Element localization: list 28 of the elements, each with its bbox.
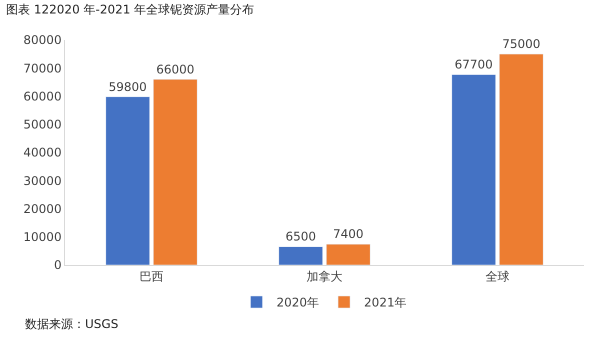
- data-label: 6500: [285, 230, 316, 244]
- data-label: 7400: [333, 227, 364, 242]
- bar: [106, 96, 150, 265]
- data-label: 66000: [156, 62, 194, 76]
- y-tick-label: 30000: [23, 174, 62, 188]
- y-tick-label: 70000: [23, 61, 62, 76]
- bar: [499, 54, 544, 265]
- data-label: 67700: [454, 58, 493, 72]
- y-tick-label: 60000: [23, 89, 62, 104]
- y-tick-label: 10000: [23, 230, 62, 244]
- bar: [452, 74, 496, 265]
- x-tick-label: 加拿大: [306, 269, 342, 284]
- y-tick-label: 50000: [23, 118, 62, 132]
- legend-label: 2020年: [276, 296, 320, 310]
- bar: [278, 246, 323, 265]
- y-tick-label: 40000: [23, 146, 62, 160]
- x-tick-label: 全球: [486, 269, 510, 284]
- bar: [153, 79, 198, 265]
- data-label: 59800: [108, 80, 147, 94]
- x-tick-label: 巴西: [140, 269, 164, 284]
- y-tick-label: 80000: [23, 33, 62, 48]
- y-tick-label: 20000: [23, 202, 62, 216]
- bar: [326, 244, 370, 265]
- y-tick-label: 0: [54, 258, 62, 272]
- data-label: 75000: [502, 37, 540, 52]
- legend-label: 2021年: [364, 296, 407, 310]
- source-note: 数据来源：USGS: [25, 317, 118, 331]
- chart-title: 图表 122020 年-2021 年全球铌资源产量分布: [6, 2, 254, 17]
